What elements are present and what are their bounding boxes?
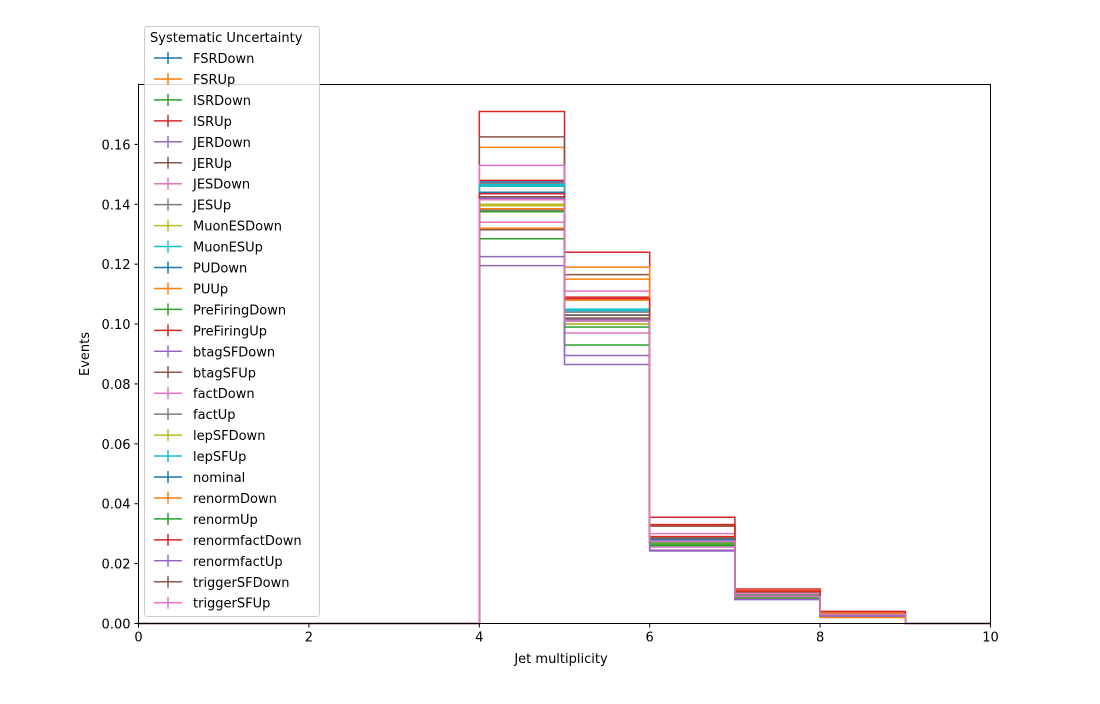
legend-label: PUDown: [193, 262, 247, 277]
legend-label: lepSFUp: [193, 450, 246, 465]
x-tick-label: 8: [816, 631, 824, 646]
x-axis-ticks: 0 2 4 6 8 10: [134, 623, 999, 646]
legend-label: lepSFDown: [193, 429, 265, 444]
legend-label: renormUp: [193, 513, 258, 528]
legend: Systematic Uncertainty FSRDown FSRUp ISRDo…: [144, 26, 320, 617]
legend-label: FSRUp: [193, 73, 235, 88]
legend-label: JESDown: [192, 178, 250, 193]
y-tick-label: 0.02: [102, 558, 131, 573]
x-tick-label: 0: [134, 631, 142, 646]
legend-label: PreFiringUp: [193, 324, 267, 339]
y-tick-label: 0.08: [102, 378, 131, 393]
legend-label: btagSFDown: [193, 345, 275, 360]
legend-entry-ISRDown: ISRDown: [154, 93, 251, 109]
legend-entry-PUUp: PUUp: [154, 282, 228, 297]
legend-label: triggerSFUp: [193, 597, 270, 612]
x-tick-label: 10: [982, 631, 999, 646]
legend-label: btagSFUp: [193, 366, 256, 381]
legend-entry-factUp: factUp: [154, 408, 236, 423]
legend-entry-factDown: factDown: [154, 387, 255, 402]
legend-entry-lepSFUp: lepSFUp: [154, 450, 246, 465]
legend-label: triggerSFDown: [193, 576, 289, 591]
legend-label: renormDown: [193, 492, 277, 507]
y-axis-label: Events: [78, 332, 93, 376]
legend-entry-FSRUp: FSRUp: [154, 72, 235, 88]
legend-label: JERUp: [192, 157, 232, 172]
y-tick-label: 0.04: [102, 498, 131, 513]
legend-label: JESUp: [192, 199, 231, 214]
legend-entry-PreFiringUp: PreFiringUp: [154, 324, 267, 339]
legend-entry-nominal: nominal: [154, 471, 245, 486]
legend-entry-renormUp: renormUp: [154, 512, 258, 528]
legend-entry-renormDown: renormDown: [154, 491, 277, 507]
legend-entry-triggerSFUp: triggerSFUp: [154, 596, 270, 612]
plot-frame: [138, 84, 991, 624]
y-tick-label: 0.12: [102, 258, 131, 273]
legend-label: JERDown: [192, 136, 251, 151]
legend-entry-MuonESDown: MuonESDown: [154, 219, 282, 235]
legend-label: factUp: [193, 408, 236, 423]
x-tick-label: 2: [305, 631, 313, 646]
y-tick-label: 0.14: [102, 198, 131, 213]
legend-entry-JERDown: JERDown: [154, 135, 251, 151]
legend-entry-PUDown: PUDown: [154, 261, 247, 277]
legend-items: FSRDown FSRUp ISRDown ISRUp JERDown JERUp JESD…: [154, 52, 302, 612]
legend-entry-renormfactUp: renormfactUp: [154, 554, 283, 570]
legend-entry-btagSFUp: btagSFUp: [154, 366, 256, 381]
legend-label: ISRDown: [193, 94, 251, 109]
legend-title: Systematic Uncertainty: [150, 31, 303, 46]
legend-label: factDown: [193, 387, 255, 402]
legend-entry-JERUp: JERUp: [154, 156, 232, 172]
legend-label: nominal: [193, 471, 245, 486]
legend-label: MuonESUp: [193, 241, 263, 256]
legend-label: PUUp: [193, 282, 228, 297]
y-tick-label: 0.16: [102, 138, 131, 153]
legend-label: ISRUp: [193, 115, 232, 130]
x-tick-label: 6: [646, 631, 654, 646]
legend-label: MuonESDown: [193, 220, 282, 235]
y-tick-label: 0.06: [102, 438, 131, 453]
x-axis-label: Jet multiplicity: [513, 652, 608, 667]
y-tick-label: 0.10: [102, 318, 131, 333]
legend-entry-lepSFDown: lepSFDown: [154, 429, 265, 444]
legend-label: FSRDown: [193, 52, 254, 67]
legend-label: renormfactDown: [193, 534, 302, 549]
legend-frame: [144, 26, 320, 617]
legend-label: renormfactUp: [193, 555, 283, 570]
x-tick-label: 4: [475, 631, 483, 646]
legend-entry-FSRDown: FSRDown: [154, 52, 254, 67]
y-axis-ticks: 0.00 0.02 0.04 0.06 0.08 0.10 0.12 0.14 0.16: [102, 138, 139, 633]
legend-entry-renormfactDown: renormfactDown: [154, 533, 302, 549]
y-tick-label: 0.00: [102, 618, 131, 633]
legend-entry-triggerSFDown: triggerSFDown: [154, 575, 289, 591]
legend-label: PreFiringDown: [193, 303, 286, 318]
legend-entry-ISRUp: ISRUp: [154, 114, 232, 130]
legend-entry-JESUp: JESUp: [154, 198, 231, 214]
legend-entry-MuonESUp: MuonESUp: [154, 240, 263, 256]
legend-entry-PreFiringDown: PreFiringDown: [154, 303, 286, 318]
legend-entry-btagSFDown: btagSFDown: [154, 345, 275, 360]
legend-entry-JESDown: JESDown: [154, 177, 250, 193]
